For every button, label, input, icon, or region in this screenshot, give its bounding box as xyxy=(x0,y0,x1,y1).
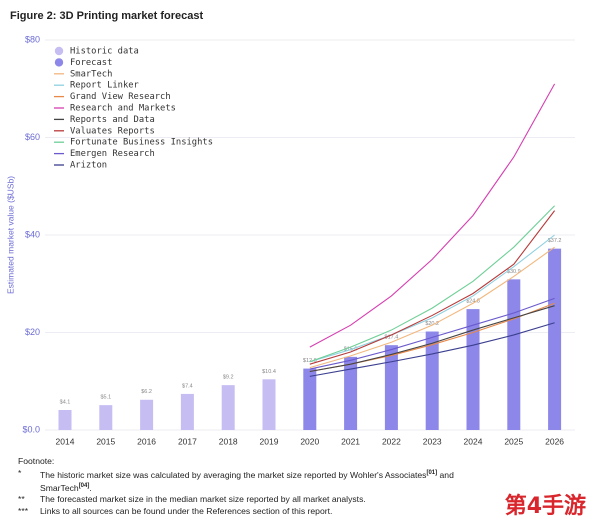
value-label: $6.2 xyxy=(141,389,152,395)
value-label: $17.4 xyxy=(385,335,399,341)
x-tick-label: 2022 xyxy=(382,436,401,446)
y-tick-label: $40 xyxy=(25,229,40,239)
legend-label: Arizton xyxy=(70,161,107,171)
bar xyxy=(507,279,521,430)
x-tick-label: 2015 xyxy=(96,436,115,446)
legend-label: Emergen Research xyxy=(70,149,155,159)
y-axis-title: Estimated market value ($USb) xyxy=(5,176,15,294)
footnote-text: Links to all sources can be found under … xyxy=(40,506,332,518)
value-label: $4.1 xyxy=(60,399,71,405)
footnote-text-part: and SmarTech xyxy=(40,469,454,493)
forecast-line xyxy=(309,322,555,377)
value-label: $20.2 xyxy=(425,321,439,327)
x-tick-label: 2021 xyxy=(341,436,360,446)
chart-title: Figure 2: 3D Printing market forecast xyxy=(10,10,203,22)
legend-label: Fortunate Business Insights xyxy=(70,138,213,148)
value-label: $9.2 xyxy=(223,375,234,381)
footnote: Footnote: * The historic market size was … xyxy=(18,456,488,517)
legend-label: Reports and Data xyxy=(70,115,155,125)
bar xyxy=(548,248,562,430)
bar xyxy=(140,399,154,430)
legend-label: SmarTech xyxy=(70,69,112,79)
bar xyxy=(262,379,276,430)
legend-label: Research and Markets xyxy=(70,104,176,114)
y-tick-label: $20 xyxy=(25,327,40,337)
reference: [04] xyxy=(78,482,90,489)
bar xyxy=(221,385,235,430)
x-tick-label: 2020 xyxy=(300,436,319,446)
footnote-item: *** Links to all sources can be found und… xyxy=(18,506,488,518)
footnote-text-part: . xyxy=(89,482,92,493)
legend-label: Report Linker xyxy=(70,81,139,91)
footnote-marker: * xyxy=(18,467,22,478)
x-tick-label: 2023 xyxy=(423,436,442,446)
bar xyxy=(384,345,398,430)
x-tick-label: 2017 xyxy=(178,436,197,446)
legend-label: Valuates Reports xyxy=(70,126,155,136)
value-label: $37.2 xyxy=(548,238,562,244)
x-tick-label: 2019 xyxy=(260,436,279,446)
bar xyxy=(303,368,317,430)
value-label: $30.9 xyxy=(507,269,521,275)
watermark: 第4手游 xyxy=(504,494,586,519)
bar xyxy=(344,356,358,430)
forecast-line xyxy=(309,205,555,363)
legend-label: Historic data xyxy=(70,47,139,57)
y-tick-label: $60 xyxy=(25,132,40,142)
x-tick-label: 2018 xyxy=(219,436,238,446)
forecast-line xyxy=(309,246,555,369)
y-tick-label: $80 xyxy=(25,34,40,44)
forecast-line xyxy=(309,83,556,348)
y-tick-label: $0.0 xyxy=(22,424,40,434)
footnote-item: * The historic market size was calculated… xyxy=(18,468,488,495)
x-tick-label: 2016 xyxy=(137,436,156,446)
forecast-line xyxy=(309,297,555,370)
footnote-text-part: The historic market size was calculated … xyxy=(40,469,427,480)
footnote-marker: ** xyxy=(18,494,25,505)
footnote-text: The forecasted market size in the median… xyxy=(40,494,366,506)
legend-label: Forecast xyxy=(70,58,112,68)
value-label: $24.8 xyxy=(466,299,480,305)
footnote-item: ** The forecasted market size in the medi… xyxy=(18,494,488,506)
footnote-text-part: The forecasted market size in the median… xyxy=(40,494,366,505)
value-label: $10.4 xyxy=(262,369,276,375)
value-label: $5.1 xyxy=(100,395,111,401)
bar xyxy=(58,410,72,430)
value-label: $7.4 xyxy=(182,383,193,389)
legend-label: Grand View Research xyxy=(70,92,171,102)
reference: [01] xyxy=(426,469,438,476)
bar xyxy=(425,331,439,430)
bar xyxy=(99,405,113,430)
bar xyxy=(180,393,194,430)
x-tick-label: 2026 xyxy=(545,436,564,446)
footnote-text-part: Links to all sources can be found under … xyxy=(40,505,333,516)
footnote-text: The historic market size was calculated … xyxy=(40,468,488,495)
footnote-marker: *** xyxy=(18,505,29,516)
x-tick-label: 2024 xyxy=(464,436,483,446)
forecast-line xyxy=(309,305,555,373)
x-tick-label: 2014 xyxy=(56,436,75,446)
value-label: $12.6 xyxy=(303,358,317,364)
legend-marker xyxy=(54,46,64,56)
forecast-line xyxy=(309,210,556,365)
x-tick-label: 2025 xyxy=(504,436,523,446)
bar xyxy=(466,309,480,430)
forecast-line xyxy=(309,234,555,363)
footnote-title: Footnote: xyxy=(18,456,55,466)
chart: Figure 2: 3D Printing market forecast Es… xyxy=(5,10,575,446)
legend-marker xyxy=(54,58,64,67)
